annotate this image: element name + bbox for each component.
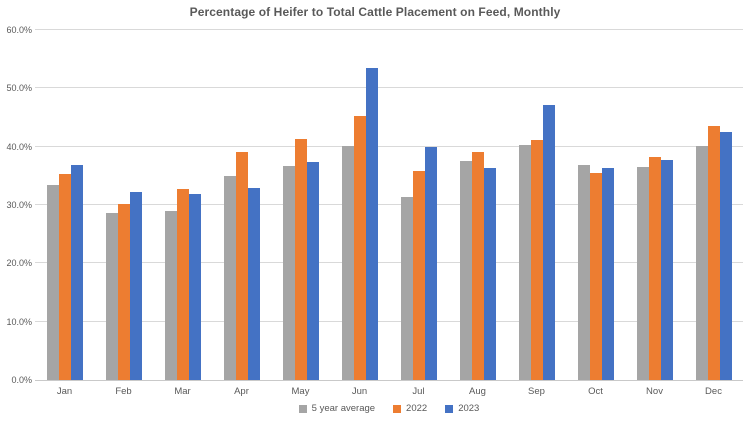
y-tick-label-30.0%: 30.0% [6,200,32,210]
bar-2022-apr [235,151,248,380]
bar-group-Apr [212,30,271,380]
x-tick-label-feb: Feb [115,386,132,397]
y-tick-label-20.0%: 20.0% [6,258,32,269]
bar-2022-sep [530,139,543,380]
bar-2022-oct [589,172,602,380]
bar-5-year-average-feb [105,213,118,380]
bar-2023-oct [601,167,614,380]
bar-group-Jun [330,30,389,380]
gridline-60.0% [35,29,743,30]
bar-2023-apr [247,187,260,380]
legend-swatch-icon [393,404,402,413]
x-tick-label-aug: Aug [469,386,486,397]
bar-5-year-average-sep [518,144,531,380]
bar-2023-nov [660,159,673,380]
bar-group-Oct [566,30,625,380]
bar-2023-may [306,162,319,380]
x-axis: Jan Feb Mar Apr May Jun Jul Aug Sep Oct Nov Dec [35,386,743,400]
bar-group-Mar [153,30,212,380]
x-tick-label-mar: Mar [174,386,191,397]
gridline-10.0% [35,320,743,322]
bar-5-year-average-mar [164,211,177,380]
legend-label: 2023 [458,403,480,414]
bar-group-Aug [448,30,507,380]
gridline-30.0% [35,204,743,205]
bar-5-year-average-jun [341,146,354,380]
bar-2023-jan [70,164,83,380]
x-tick-label-apr: Apr [234,386,249,397]
bar-2022-dec [707,126,720,380]
y-tick-label-10.0%: 10.0% [6,316,32,327]
bar-5-year-average-jan [46,185,59,380]
bar-5-year-average-jul [400,196,413,380]
bar-5-year-average-may [282,165,295,380]
plot-area: 0.0% 10.0% 20.0% 30.0% 40.0% 50.0% 60.0% [6,26,743,385]
gridline-20.0% [35,262,743,264]
legend: 5 year average 2022 2023 [35,403,743,414]
x-tick-label-sep: Sep [528,386,545,397]
bar-2022-jul [412,171,425,380]
legend-label: 2022 [406,403,428,414]
x-tick-label-jul: Jul [412,386,425,397]
bar-group-May [271,30,330,380]
x-tick-label-dec: Dec [705,386,722,397]
bar-2023-feb [129,191,142,380]
legend-swatch-icon [298,404,307,413]
bar-2023-jun [365,67,378,380]
y-tick-label-60.0%: 60.0% [6,25,32,35]
bar-2022-feb [117,204,130,380]
bar-2023-jul [424,146,437,380]
legend-label: 5 year average [311,403,376,414]
legend-swatch-icon [445,404,454,413]
bar-2023-aug [483,167,496,380]
x-tick-label-nov: Nov [646,386,663,397]
x-axis-line [35,380,743,381]
bar-2023-dec [719,131,732,380]
bar-2022-nov [648,157,661,380]
bar-5-year-average-nov [636,166,649,380]
legend-item-2023: 2023 [445,403,479,414]
bar-2022-aug [471,151,484,380]
y-tick-label-0.0%: 0.0% [11,375,32,385]
legend-item-2022: 2022 [393,403,427,414]
chart-title: Percentage of Heifer to Total Cattle Pla… [189,5,561,19]
gridline-40.0% [35,145,743,147]
bar-group-Nov [625,30,684,380]
x-tick-label-may: May [291,386,310,397]
x-tick-label-jun: Jun [351,386,368,397]
gridline-50.0% [35,87,743,89]
bar-2023-mar [188,193,201,380]
bar-2022-mar [176,189,189,380]
y-tick-label-40.0%: 40.0% [6,141,32,152]
x-tick-label-jan: Jan [56,386,73,397]
legend-item-5-year-average: 5 year average [298,403,376,414]
bar-5-year-average-oct [577,164,590,380]
bar-group-Jan [35,30,94,380]
bar-2023-sep [542,104,555,380]
bar-group-Jul [389,30,448,380]
bar-5-year-average-apr [223,175,236,380]
bar-group-Feb [94,30,153,380]
bar-2022-jun [353,116,366,380]
bar-5-year-average-dec [695,145,708,380]
bar-group-Dec [684,30,743,380]
bar-group-Sep [507,30,566,380]
bar-2022-may [294,138,307,380]
bar-5-year-average-aug [459,160,472,380]
y-tick-label-50.0%: 50.0% [6,83,32,94]
bar-2022-jan [58,173,71,380]
x-tick-label-oct: Oct [588,386,603,397]
